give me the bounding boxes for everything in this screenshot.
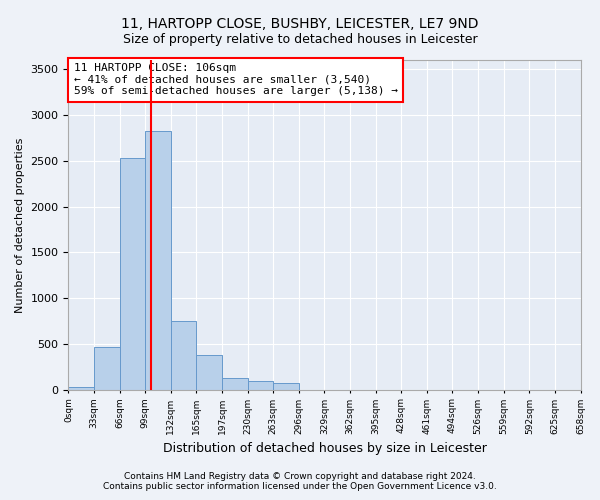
Y-axis label: Number of detached properties: Number of detached properties bbox=[15, 137, 25, 312]
Bar bbox=[273, 383, 299, 390]
Text: Size of property relative to detached houses in Leicester: Size of property relative to detached ho… bbox=[122, 32, 478, 46]
Text: 11 HARTOPP CLOSE: 106sqm
← 41% of detached houses are smaller (3,540)
59% of sem: 11 HARTOPP CLOSE: 106sqm ← 41% of detach… bbox=[74, 64, 398, 96]
Text: 11, HARTOPP CLOSE, BUSHBY, LEICESTER, LE7 9ND: 11, HARTOPP CLOSE, BUSHBY, LEICESTER, LE… bbox=[121, 18, 479, 32]
Bar bbox=[222, 378, 248, 390]
X-axis label: Distribution of detached houses by size in Leicester: Distribution of detached houses by size … bbox=[163, 442, 487, 455]
Bar bbox=[145, 132, 171, 390]
Bar bbox=[248, 382, 273, 390]
Bar bbox=[196, 355, 222, 390]
Text: Contains HM Land Registry data © Crown copyright and database right 2024.: Contains HM Land Registry data © Crown c… bbox=[124, 472, 476, 481]
Bar bbox=[68, 387, 94, 390]
Bar bbox=[171, 321, 196, 390]
Bar bbox=[94, 346, 119, 390]
Bar bbox=[119, 158, 145, 390]
Text: Contains public sector information licensed under the Open Government Licence v3: Contains public sector information licen… bbox=[103, 482, 497, 491]
